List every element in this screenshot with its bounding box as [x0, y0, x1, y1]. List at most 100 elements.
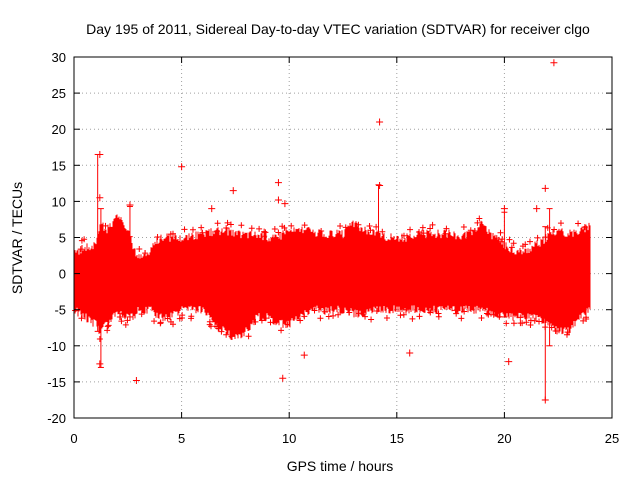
plus-marker	[503, 320, 510, 327]
plus-marker	[493, 235, 500, 242]
plus-marker	[170, 321, 177, 328]
plus-marker	[453, 310, 460, 317]
plus-marker	[124, 317, 131, 324]
plus-marker	[154, 234, 161, 241]
y-tick-label: 20	[52, 122, 66, 137]
plus-marker	[96, 336, 103, 343]
outlier-point	[274, 196, 282, 204]
plus-marker	[275, 229, 282, 236]
plus-marker	[256, 225, 263, 232]
outlier-point	[541, 396, 549, 404]
plus-marker	[442, 230, 449, 237]
plus-marker	[483, 310, 490, 317]
y-tick-label: 15	[52, 158, 66, 173]
plus-marker	[510, 240, 517, 247]
plus-marker	[248, 225, 255, 232]
plus-marker	[510, 320, 517, 327]
plus-marker	[278, 327, 285, 334]
plus-marker	[252, 318, 259, 325]
plus-marker	[105, 322, 112, 329]
plus-marker	[552, 328, 559, 335]
plus-marker	[118, 318, 125, 325]
plus-marker	[288, 222, 295, 229]
plus-marker	[429, 221, 436, 228]
plus-marker	[228, 333, 235, 340]
plus-marker	[534, 234, 541, 241]
x-tick-label: 25	[605, 431, 619, 446]
outlier-point	[406, 349, 414, 357]
x-tick-label: 10	[282, 431, 296, 446]
outlier-point	[96, 150, 104, 158]
plus-marker	[227, 221, 234, 228]
outlier-point	[505, 358, 513, 366]
plus-marker	[416, 229, 423, 236]
plus-marker	[311, 307, 318, 314]
plus-marker	[77, 246, 84, 253]
plus-marker	[526, 238, 533, 245]
plus-marker	[297, 317, 304, 324]
plus-marker	[81, 236, 88, 243]
plus-marker	[157, 320, 164, 327]
plus-marker	[279, 223, 286, 230]
y-tick-label: -15	[47, 375, 66, 390]
plus-marker	[78, 315, 85, 322]
plus-marker	[443, 225, 450, 232]
plus-marker	[551, 226, 558, 233]
plus-marker	[581, 224, 588, 231]
plus-marker	[362, 313, 369, 320]
plus-marker	[136, 246, 143, 253]
outlier-point	[541, 184, 549, 192]
outlier-point	[376, 182, 384, 190]
plus-marker	[379, 228, 386, 235]
plus-marker	[151, 318, 158, 325]
plus-marker	[321, 308, 328, 315]
plus-marker	[261, 233, 268, 240]
outlier-point	[96, 360, 104, 368]
plus-marker	[461, 308, 468, 315]
plus-marker	[214, 220, 221, 227]
plus-marker	[496, 313, 503, 320]
plus-marker	[400, 232, 407, 239]
y-tick-label: 5	[59, 231, 66, 246]
plus-marker	[181, 226, 188, 233]
plus-marker	[284, 321, 291, 328]
plus-marker	[536, 318, 543, 325]
y-tick-label: -20	[47, 411, 66, 426]
outlier-point	[279, 374, 287, 382]
plus-marker	[169, 230, 176, 237]
plus-marker	[318, 227, 325, 234]
plus-marker	[223, 224, 230, 231]
plus-marker	[563, 331, 570, 338]
plus-marker	[218, 328, 225, 335]
plus-marker	[373, 307, 380, 314]
plus-marker	[262, 315, 269, 322]
plus-marker	[206, 321, 213, 328]
data-layer	[72, 59, 591, 404]
edge-markers	[72, 215, 590, 343]
plus-marker	[102, 222, 109, 229]
plus-marker	[317, 315, 324, 322]
plus-marker	[335, 311, 342, 318]
axis-ticks: -20 -15 -10 -5 0 5 10 15 20 25 30 0 5 10 15 20 25	[47, 50, 619, 446]
plus-marker	[416, 313, 423, 320]
outlier-point	[229, 187, 237, 195]
plus-marker	[582, 314, 589, 321]
plus-marker	[490, 311, 497, 318]
plus-marker	[476, 215, 483, 222]
plus-marker	[531, 317, 538, 324]
outlier-point	[550, 59, 558, 67]
plus-marker	[557, 220, 564, 227]
plus-marker	[517, 320, 524, 327]
plus-marker	[330, 312, 337, 319]
plus-marker	[188, 313, 195, 320]
plus-marker	[435, 310, 442, 317]
plus-marker	[367, 227, 374, 234]
plus-marker	[179, 312, 186, 319]
plus-marker	[527, 321, 534, 328]
plus-marker	[519, 243, 526, 250]
plus-marker	[72, 307, 79, 314]
plus-marker	[420, 230, 427, 237]
outlier-point	[132, 376, 140, 384]
outlier-point	[208, 205, 216, 213]
y-axis-label: SDTVAR / TECUs	[9, 182, 25, 294]
